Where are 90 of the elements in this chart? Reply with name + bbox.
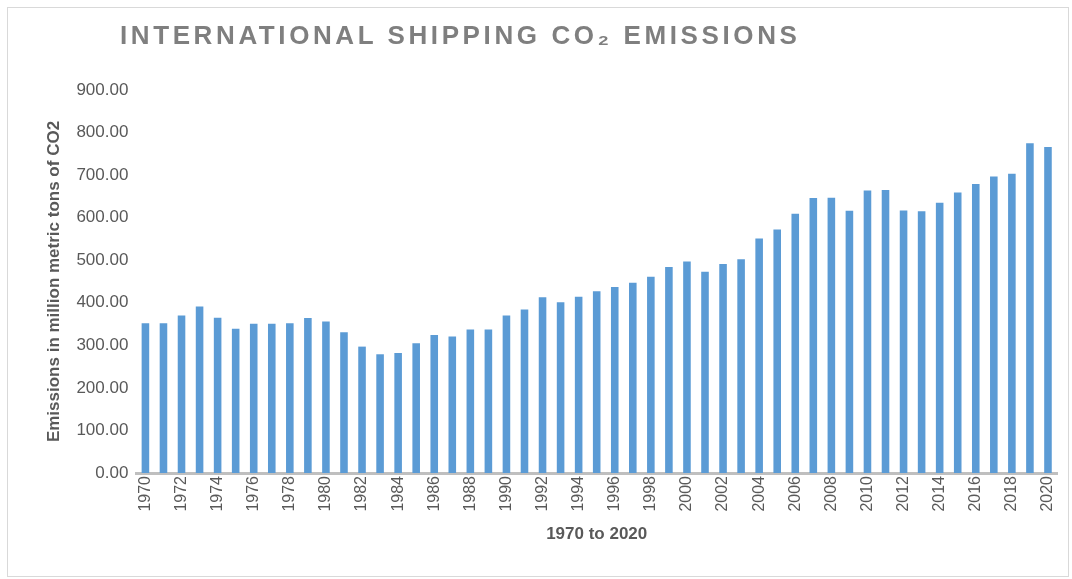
x-tick-label: 1980: [316, 475, 334, 512]
x-tick-label: 1982: [352, 475, 370, 512]
x-axis-title: 1970 to 2020: [546, 524, 648, 544]
bar: [520, 309, 529, 474]
bar: [213, 317, 222, 474]
bar: [1008, 173, 1016, 474]
bar: [358, 346, 366, 474]
bar: [195, 306, 204, 474]
y-tick-label: 700.00: [76, 164, 129, 184]
bar: [448, 336, 457, 474]
bar: [267, 323, 276, 474]
bar: [141, 323, 150, 474]
bar: [430, 335, 439, 474]
bar: [466, 329, 475, 474]
bar: [159, 323, 168, 474]
bar: [935, 202, 944, 474]
x-tick-label: 1976: [244, 475, 262, 512]
bar: [917, 211, 926, 474]
x-tick-label: 1974: [208, 475, 226, 512]
x-tick-label: 2016: [966, 475, 984, 512]
bar: [755, 238, 763, 474]
bar: [990, 176, 998, 474]
bar: [1026, 143, 1034, 474]
y-tick-label: 200.00: [76, 377, 129, 397]
bar: [376, 354, 384, 474]
bar: [827, 197, 836, 474]
x-tick-label: 1970: [135, 475, 153, 512]
x-tick-label: 1988: [460, 475, 478, 512]
bar: [791, 213, 800, 474]
bar: [249, 323, 258, 474]
bar: [953, 192, 962, 474]
x-tick-label: 2002: [713, 475, 731, 512]
bar: [845, 210, 854, 474]
bar: [665, 267, 673, 474]
bar: [863, 190, 872, 474]
bar: [1044, 147, 1052, 474]
x-tick-label: 2010: [857, 475, 875, 512]
bar: [484, 329, 493, 474]
bar: [773, 229, 781, 474]
x-tick-label: 1986: [424, 475, 442, 512]
x-tick-label: 1990: [496, 475, 514, 512]
y-tick-label: 800.00: [76, 122, 129, 142]
x-tick-label: 1992: [532, 475, 550, 512]
bar: [412, 343, 420, 474]
x-tick-label: 1994: [569, 475, 587, 512]
x-tick-label: 2012: [893, 475, 911, 512]
x-tick-label: 2004: [749, 475, 767, 512]
bar: [177, 315, 186, 474]
y-tick-label: 900.00: [76, 79, 129, 99]
bar: [556, 302, 565, 474]
bar: [647, 276, 655, 474]
bar: [610, 287, 619, 474]
x-tick-label: 2008: [821, 475, 839, 512]
x-tick-label: 2006: [785, 475, 803, 512]
y-tick-label: 100.00: [76, 420, 129, 440]
bar: [809, 198, 818, 474]
bar: [286, 323, 294, 474]
bar: [304, 318, 312, 474]
x-tick-label: 1998: [641, 475, 659, 512]
x-tick-label: 1972: [171, 475, 189, 512]
x-tick-label: 2020: [1038, 475, 1056, 512]
x-tick-label: 1978: [280, 475, 298, 512]
y-axis-title: Emissions in million metric tons of CO2: [43, 120, 63, 443]
x-tick-label: 2018: [1002, 475, 1020, 512]
bar: [231, 328, 240, 474]
bar: [737, 259, 745, 474]
bar: [719, 264, 727, 474]
y-tick-label: 300.00: [76, 335, 129, 355]
bar: [502, 315, 511, 474]
bar: [394, 353, 402, 474]
bar: [340, 332, 348, 474]
y-tick-label: 600.00: [76, 207, 129, 227]
bar: [899, 210, 908, 474]
x-tick-label: 2014: [930, 475, 948, 512]
bar: [971, 184, 980, 474]
bar: [701, 271, 709, 474]
chart-title: INTERNATIONAL SHIPPING CO₂ EMISSIONS: [120, 20, 801, 51]
y-tick-label: 0.00: [95, 462, 129, 482]
bar: [574, 296, 583, 474]
y-tick-label: 400.00: [76, 292, 129, 312]
x-tick-label: 1996: [605, 475, 623, 512]
bar: [322, 321, 330, 474]
bar: [629, 282, 637, 474]
bar: [683, 261, 691, 474]
bar: [592, 291, 601, 474]
y-tick-label: 500.00: [76, 249, 129, 269]
bar: [538, 297, 547, 474]
x-tick-label: 1984: [388, 475, 406, 512]
bar: [881, 190, 890, 474]
x-tick-label: 2000: [677, 475, 695, 512]
